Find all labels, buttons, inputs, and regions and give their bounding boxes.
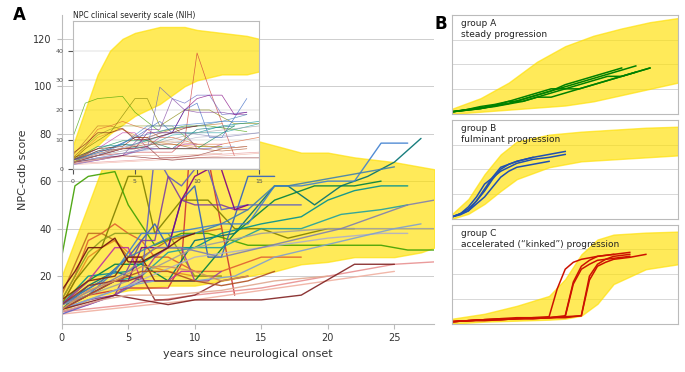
Y-axis label: NPC-cdb score: NPC-cdb score: [18, 129, 28, 209]
Text: group C
accelerated (“kinked”) progression: group C accelerated (“kinked”) progressi…: [461, 229, 619, 249]
Text: B: B: [435, 15, 447, 33]
Text: group B
fulminant progression: group B fulminant progression: [461, 124, 560, 144]
Text: group A
steady progression: group A steady progression: [461, 19, 547, 39]
Text: A: A: [13, 6, 26, 23]
X-axis label: years since neurological onset: years since neurological onset: [163, 349, 333, 359]
